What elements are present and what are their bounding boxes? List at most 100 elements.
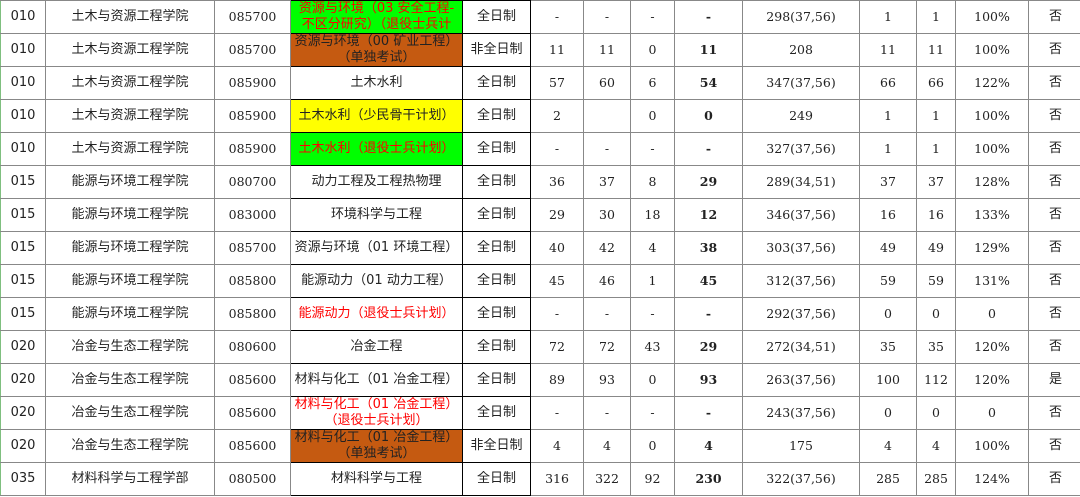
ratio-cell[interactable]: 133% xyxy=(955,198,1029,232)
unit-code-cell[interactable]: 015 xyxy=(0,231,46,265)
college-cell[interactable]: 能源与环境工程学院 xyxy=(45,297,215,331)
major-name-cell[interactable]: 能源动力（01 动力工程） xyxy=(290,264,463,298)
ratio-cell[interactable]: 100% xyxy=(955,0,1029,34)
ratio-cell[interactable]: 100% xyxy=(955,33,1029,67)
major-name-cell[interactable]: 材料与化工（01 冶金工程）（退役士兵计划） xyxy=(290,396,463,430)
study-type-cell[interactable]: 全日制 xyxy=(462,462,531,496)
college-cell[interactable]: 土木与资源工程学院 xyxy=(45,0,215,34)
study-type-cell[interactable]: 全日制 xyxy=(462,396,531,430)
major-code-cell[interactable]: 080700 xyxy=(214,165,291,199)
count-cell-5[interactable]: 1 xyxy=(859,132,917,166)
score-line-cell[interactable]: 292(37,56) xyxy=(742,297,860,331)
study-type-cell[interactable]: 全日制 xyxy=(462,297,531,331)
count-cell-2[interactable]: 46 xyxy=(583,264,631,298)
flag-cell[interactable]: 否 xyxy=(1028,99,1080,133)
flag-cell[interactable]: 否 xyxy=(1028,33,1080,67)
score-line-cell[interactable]: 312(37,56) xyxy=(742,264,860,298)
count-cell-1[interactable]: 2 xyxy=(530,99,584,133)
major-code-cell[interactable]: 080500 xyxy=(214,462,291,496)
score-line-cell[interactable]: 249 xyxy=(742,99,860,133)
major-name-cell[interactable]: 材料与化工（01 冶金工程） xyxy=(290,363,463,397)
count-cell-3[interactable]: - xyxy=(630,297,675,331)
flag-cell[interactable]: 是 xyxy=(1028,363,1080,397)
count-cell-5[interactable]: 0 xyxy=(859,396,917,430)
count-cell-4[interactable]: - xyxy=(674,396,743,430)
count-cell-5[interactable]: 16 xyxy=(859,198,917,232)
score-line-cell[interactable]: 347(37,56) xyxy=(742,66,860,100)
flag-cell[interactable]: 否 xyxy=(1028,429,1080,463)
major-code-cell[interactable]: 085900 xyxy=(214,132,291,166)
major-name-cell[interactable]: 冶金工程 xyxy=(290,330,463,364)
flag-cell[interactable]: 否 xyxy=(1028,66,1080,100)
count-cell-1[interactable]: - xyxy=(530,132,584,166)
major-code-cell[interactable]: 085800 xyxy=(214,297,291,331)
count-cell-1[interactable]: - xyxy=(530,297,584,331)
count-cell-5[interactable]: 285 xyxy=(859,462,917,496)
count-cell-5[interactable]: 0 xyxy=(859,297,917,331)
flag-cell[interactable]: 否 xyxy=(1028,330,1080,364)
count-cell-2[interactable]: 37 xyxy=(583,165,631,199)
count-cell-1[interactable]: 45 xyxy=(530,264,584,298)
ratio-cell[interactable]: 120% xyxy=(955,363,1029,397)
major-name-cell[interactable]: 土木水利（退役士兵计划） xyxy=(290,132,463,166)
count-cell-6[interactable]: 59 xyxy=(916,264,956,298)
count-cell-4[interactable]: 29 xyxy=(674,165,743,199)
count-cell-6[interactable]: 1 xyxy=(916,132,956,166)
major-code-cell[interactable]: 080600 xyxy=(214,330,291,364)
college-cell[interactable]: 能源与环境工程学院 xyxy=(45,165,215,199)
unit-code-cell[interactable]: 015 xyxy=(0,198,46,232)
flag-cell[interactable]: 否 xyxy=(1028,264,1080,298)
count-cell-1[interactable]: 72 xyxy=(530,330,584,364)
ratio-cell[interactable]: 122% xyxy=(955,66,1029,100)
unit-code-cell[interactable]: 020 xyxy=(0,330,46,364)
count-cell-4[interactable]: 54 xyxy=(674,66,743,100)
count-cell-2[interactable]: 322 xyxy=(583,462,631,496)
count-cell-3[interactable]: 0 xyxy=(630,429,675,463)
major-name-cell[interactable]: 资源与环境（01 环境工程） xyxy=(290,231,463,265)
count-cell-5[interactable]: 11 xyxy=(859,33,917,67)
count-cell-2[interactable]: 42 xyxy=(583,231,631,265)
unit-code-cell[interactable]: 010 xyxy=(0,132,46,166)
score-line-cell[interactable]: 263(37,56) xyxy=(742,363,860,397)
count-cell-1[interactable]: - xyxy=(530,396,584,430)
count-cell-6[interactable]: 11 xyxy=(916,33,956,67)
major-name-cell[interactable]: 土木水利（少民骨干计划） xyxy=(290,99,463,133)
major-name-cell[interactable]: 土木水利 xyxy=(290,66,463,100)
flag-cell[interactable]: 否 xyxy=(1028,132,1080,166)
count-cell-2[interactable]: - xyxy=(583,0,631,34)
count-cell-4[interactable]: 0 xyxy=(674,99,743,133)
unit-code-cell[interactable]: 010 xyxy=(0,33,46,67)
major-code-cell[interactable]: 085700 xyxy=(214,33,291,67)
ratio-cell[interactable]: 0 xyxy=(955,297,1029,331)
score-line-cell[interactable]: 303(37,56) xyxy=(742,231,860,265)
count-cell-6[interactable]: 16 xyxy=(916,198,956,232)
flag-cell[interactable]: 否 xyxy=(1028,198,1080,232)
study-type-cell[interactable]: 全日制 xyxy=(462,165,531,199)
college-cell[interactable]: 土木与资源工程学院 xyxy=(45,132,215,166)
score-line-cell[interactable]: 346(37,56) xyxy=(742,198,860,232)
college-cell[interactable]: 能源与环境工程学院 xyxy=(45,264,215,298)
score-line-cell[interactable]: 327(37,56) xyxy=(742,132,860,166)
major-name-cell[interactable]: 资源与环境（00 矿业工程）（单独考试） xyxy=(290,33,463,67)
count-cell-2[interactable]: 72 xyxy=(583,330,631,364)
college-cell[interactable]: 土木与资源工程学院 xyxy=(45,99,215,133)
unit-code-cell[interactable]: 015 xyxy=(0,165,46,199)
ratio-cell[interactable]: 131% xyxy=(955,264,1029,298)
unit-code-cell[interactable]: 020 xyxy=(0,396,46,430)
count-cell-5[interactable]: 37 xyxy=(859,165,917,199)
flag-cell[interactable]: 否 xyxy=(1028,231,1080,265)
count-cell-6[interactable]: 1 xyxy=(916,99,956,133)
count-cell-2[interactable]: - xyxy=(583,396,631,430)
count-cell-6[interactable]: 285 xyxy=(916,462,956,496)
count-cell-6[interactable]: 37 xyxy=(916,165,956,199)
major-code-cell[interactable]: 085900 xyxy=(214,99,291,133)
study-type-cell[interactable]: 全日制 xyxy=(462,231,531,265)
count-cell-5[interactable]: 49 xyxy=(859,231,917,265)
score-line-cell[interactable]: 208 xyxy=(742,33,860,67)
unit-code-cell[interactable]: 010 xyxy=(0,99,46,133)
count-cell-2[interactable] xyxy=(583,99,631,133)
count-cell-5[interactable]: 59 xyxy=(859,264,917,298)
flag-cell[interactable]: 否 xyxy=(1028,0,1080,34)
count-cell-3[interactable]: 6 xyxy=(630,66,675,100)
count-cell-6[interactable]: 35 xyxy=(916,330,956,364)
